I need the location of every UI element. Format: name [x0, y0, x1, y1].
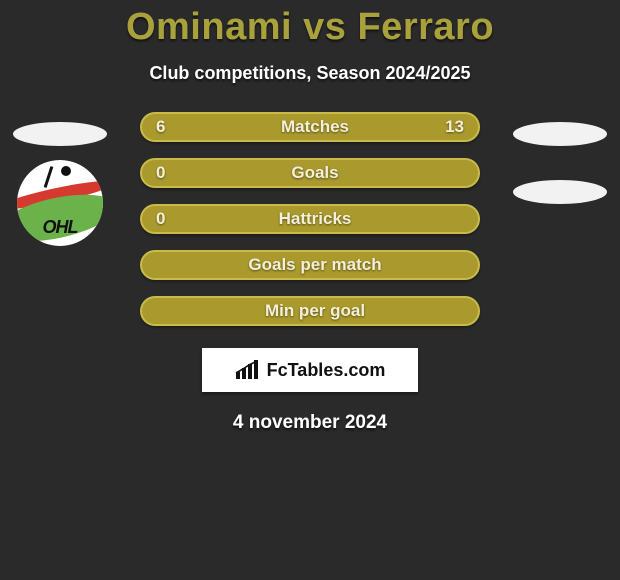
stat-row: Goals per match: [0, 250, 620, 280]
logo-text: OHL: [17, 217, 103, 238]
stat-bar-goals: 0 Goals: [140, 158, 480, 188]
left-club-logo: OHL: [17, 160, 103, 246]
stat-bar-min-per-goal: Min per goal: [140, 296, 480, 326]
right-ellipse-2: [513, 180, 607, 204]
player-b-name: Ferraro: [357, 6, 494, 48]
comparison-infographic: Ominami vs Ferraro Club competitions, Se…: [0, 0, 620, 580]
stat-left-value: 0: [156, 163, 165, 183]
stat-row: Min per goal: [0, 296, 620, 326]
stat-bar-hattricks: 0 Hattricks: [140, 204, 480, 234]
attribution-badge: FcTables.com: [202, 348, 418, 392]
stat-label: Min per goal: [142, 301, 478, 321]
stat-label: Goals per match: [142, 255, 478, 275]
logo-ball: [61, 166, 71, 176]
vs-text: vs: [303, 6, 346, 48]
left-ellipse-1: [13, 122, 107, 146]
title: Ominami vs Ferraro: [0, 0, 620, 49]
player-a-name: Ominami: [126, 6, 292, 48]
stat-label: Matches: [142, 117, 478, 137]
attribution-text: FcTables.com: [267, 360, 386, 381]
right-ellipse-1: [513, 122, 607, 146]
stat-label: Goals: [142, 163, 478, 183]
stat-right-value: 13: [445, 117, 464, 137]
stat-bar-matches: 6 Matches 13: [140, 112, 480, 142]
logo-flagpole: [44, 166, 54, 188]
date-text: 4 november 2024: [0, 412, 620, 434]
stat-label: Hattricks: [142, 209, 478, 229]
subtitle: Club competitions, Season 2024/2025: [0, 63, 620, 84]
right-badge-stack: [500, 122, 620, 204]
stat-left-value: 6: [156, 117, 165, 137]
stat-left-value: 0: [156, 209, 165, 229]
stat-bar-goals-per-match: Goals per match: [140, 250, 480, 280]
bar-chart-icon: [235, 360, 261, 380]
left-badge-stack: OHL: [0, 122, 120, 246]
